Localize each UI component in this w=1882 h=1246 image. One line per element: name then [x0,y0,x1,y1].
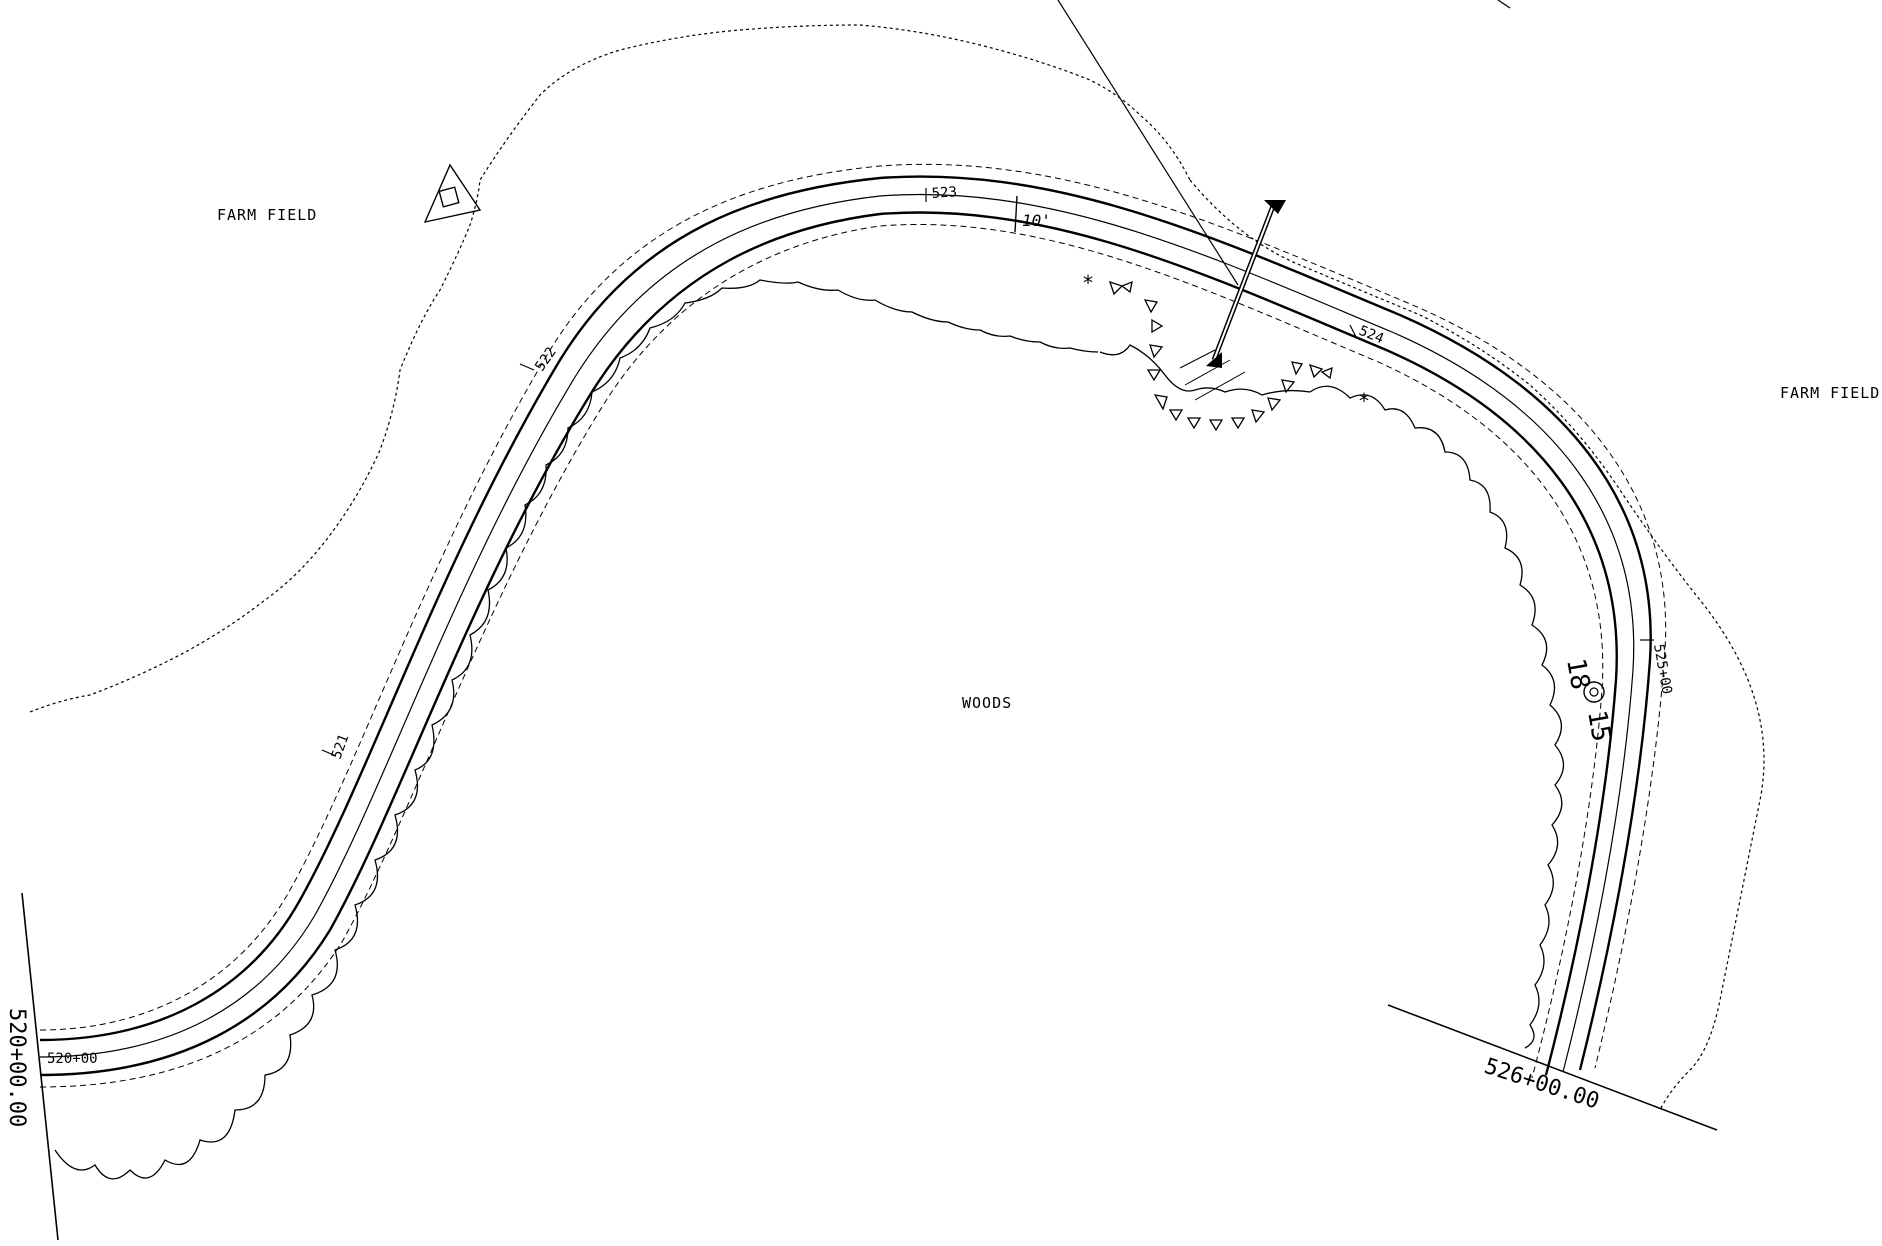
station-524-label: 524 [1357,323,1386,347]
woods-label: WOODS [962,694,1012,712]
pipeline-centerline [39,193,1635,1073]
farm-field-left-label: FARM FIELD [217,206,317,224]
asterisk-left: * [1082,271,1094,295]
match-line-end [1387,1004,1718,1131]
pipeline-offset-dashed-inner [39,224,1604,1088]
woods-boundary-right [1309,385,1565,1049]
tree-symbol [1583,681,1605,703]
workspace-limit-upper [29,24,1191,713]
dimension-label: 10' [1022,211,1051,230]
asterisk-right: * [1358,389,1370,413]
station-525-label: 525+00 [1650,643,1675,696]
clearing-boundary [1099,344,1311,396]
workspace-limit-right [1189,179,1765,1111]
woods-boundary-left [54,279,1099,1180]
stream-crossing-symbol [1206,200,1286,368]
pipeline-edge-outer [39,175,1652,1071]
pipeline-edge-inner [39,211,1618,1077]
farm-field-right-label: FARM FIELD [1780,384,1880,402]
station-523-label: 523 [931,184,957,202]
station-520-small-label: 520+00 [47,1051,98,1067]
silt-fence-triangles [1108,280,1333,432]
hatch-zone [1179,349,1246,401]
leader-tick-top-right [1497,0,1511,9]
match-line-start [21,892,59,1241]
station-ticks [321,188,1654,757]
tree-marker-right-digits: 15 [1581,708,1616,744]
dimension-line [1014,195,1018,233]
tree-marker-left-digits: 18 [1560,656,1595,692]
leader-line [1057,0,1239,286]
pipeline-offset-dashed-outer [39,163,1667,1069]
match-line-start-label: 520+00.00 [4,1008,29,1127]
station-522-label: 522 [532,344,560,374]
station-521-label: 521 [329,732,353,761]
survey-marker-symbol [423,163,482,223]
